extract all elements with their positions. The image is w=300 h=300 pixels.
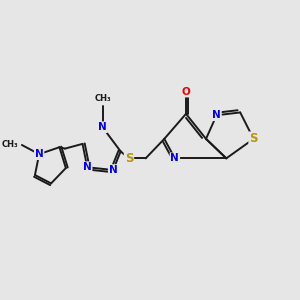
Text: CH₃: CH₃ xyxy=(2,140,19,149)
Text: N: N xyxy=(83,162,92,172)
Text: N: N xyxy=(35,149,44,159)
Text: O: O xyxy=(182,87,190,97)
Text: S: S xyxy=(249,132,258,146)
Text: CH₃: CH₃ xyxy=(94,94,111,103)
Text: N: N xyxy=(98,122,107,132)
Text: S: S xyxy=(125,152,133,165)
Text: N: N xyxy=(109,165,118,175)
Text: N: N xyxy=(212,110,221,120)
Text: N: N xyxy=(170,153,179,163)
